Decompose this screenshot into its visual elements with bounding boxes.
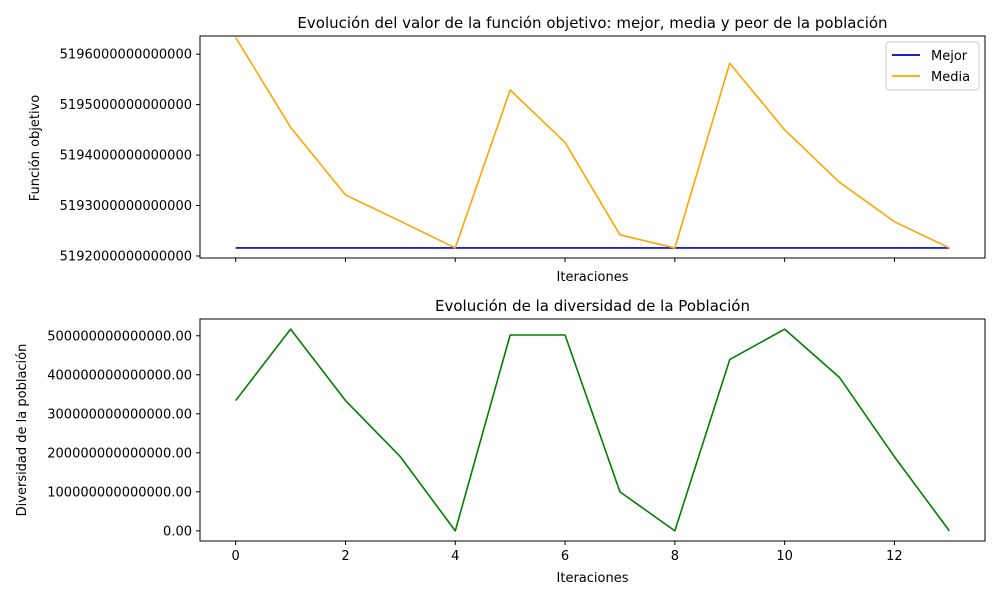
bottom-series-lines <box>235 328 950 532</box>
top-axes-frame <box>199 35 986 259</box>
legend-box <box>885 41 980 91</box>
top-series-lines <box>234 37 950 249</box>
legend-label-media: Media <box>931 70 970 85</box>
bottom-y-tick-label: 0.00 <box>163 524 192 539</box>
top-axis-ticks: 5192000000000000 5193000000000000 51940000… <box>60 48 895 264</box>
top-y-tick-label: 5192000000000000 <box>60 249 192 264</box>
legend: Mejor Media <box>885 41 980 91</box>
top-y-tick-label: 5194000000000000 <box>60 149 192 164</box>
top-x-axis-label: Iteraciones <box>557 270 629 285</box>
bottom-axis-ticks: 0.00 100000000000000.00 200000000000000.00… <box>47 329 902 564</box>
bottom-x-tick-label: 4 <box>451 549 459 564</box>
top-y-tick-label: 5195000000000000 <box>60 98 192 113</box>
bottom-y-tick-label: 500000000000000.00 <box>47 329 192 344</box>
top-y-tick-label: 5196000000000000 <box>60 48 192 63</box>
top-y-tick-label: 5193000000000000 <box>60 199 192 214</box>
bottom-x-axis-label: Iteraciones <box>557 571 629 586</box>
bottom-plot: Evolución de la diversidad de la Poblaci… <box>15 297 986 586</box>
bottom-y-tick-label: 100000000000000.00 <box>47 485 192 500</box>
bottom-y-tick-label: 400000000000000.00 <box>47 368 192 383</box>
bottom-chart-title: Evolución de la diversidad de la Poblaci… <box>435 297 750 315</box>
bottom-x-tick-label: 12 <box>886 549 903 564</box>
legend-label-mejor: Mejor <box>931 49 968 64</box>
bottom-x-tick-label: 8 <box>671 549 679 564</box>
bottom-y-tick-label: 200000000000000.00 <box>47 446 192 461</box>
bottom-x-tick-label: 6 <box>561 549 569 564</box>
bottom-x-tick-label: 10 <box>776 549 793 564</box>
bottom-x-tick-label: 0 <box>232 549 240 564</box>
top-plot: Evolución del valor de la función objeti… <box>28 14 986 285</box>
series-line-diversidad <box>235 328 950 532</box>
bottom-y-axis-label: Diversidad de la población <box>15 344 30 517</box>
bottom-x-tick-label: 2 <box>341 549 349 564</box>
series-line-media <box>234 37 950 249</box>
top-chart-title: Evolución del valor de la función objeti… <box>297 14 887 32</box>
top-y-axis-label: Función objetivo <box>28 95 43 202</box>
bottom-axes-frame <box>199 318 986 542</box>
bottom-y-tick-label: 300000000000000.00 <box>47 407 192 422</box>
